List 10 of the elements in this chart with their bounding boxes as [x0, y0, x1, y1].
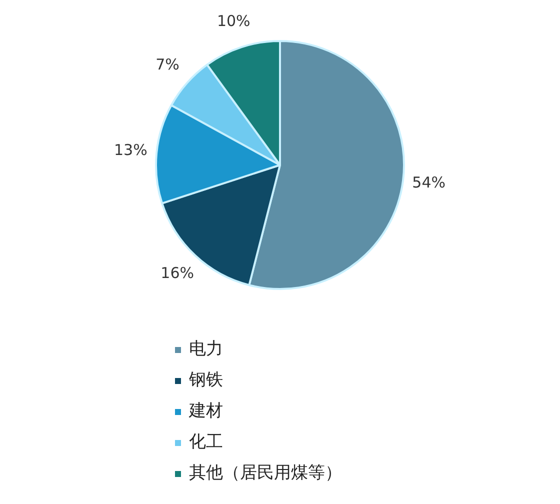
legend-label: 化工 — [189, 431, 223, 454]
legend-label: 建材 — [189, 400, 223, 423]
data-label: 10% — [216, 12, 250, 30]
data-label: 16% — [160, 264, 194, 282]
data-label: 7% — [156, 56, 180, 74]
data-label: 13% — [114, 140, 148, 159]
legend-label: 电力 — [189, 338, 223, 361]
data-label: 54% — [412, 174, 446, 192]
legend-label: 钢铁 — [189, 369, 223, 392]
legend-label: 其他（居民用煤等） — [189, 462, 342, 485]
